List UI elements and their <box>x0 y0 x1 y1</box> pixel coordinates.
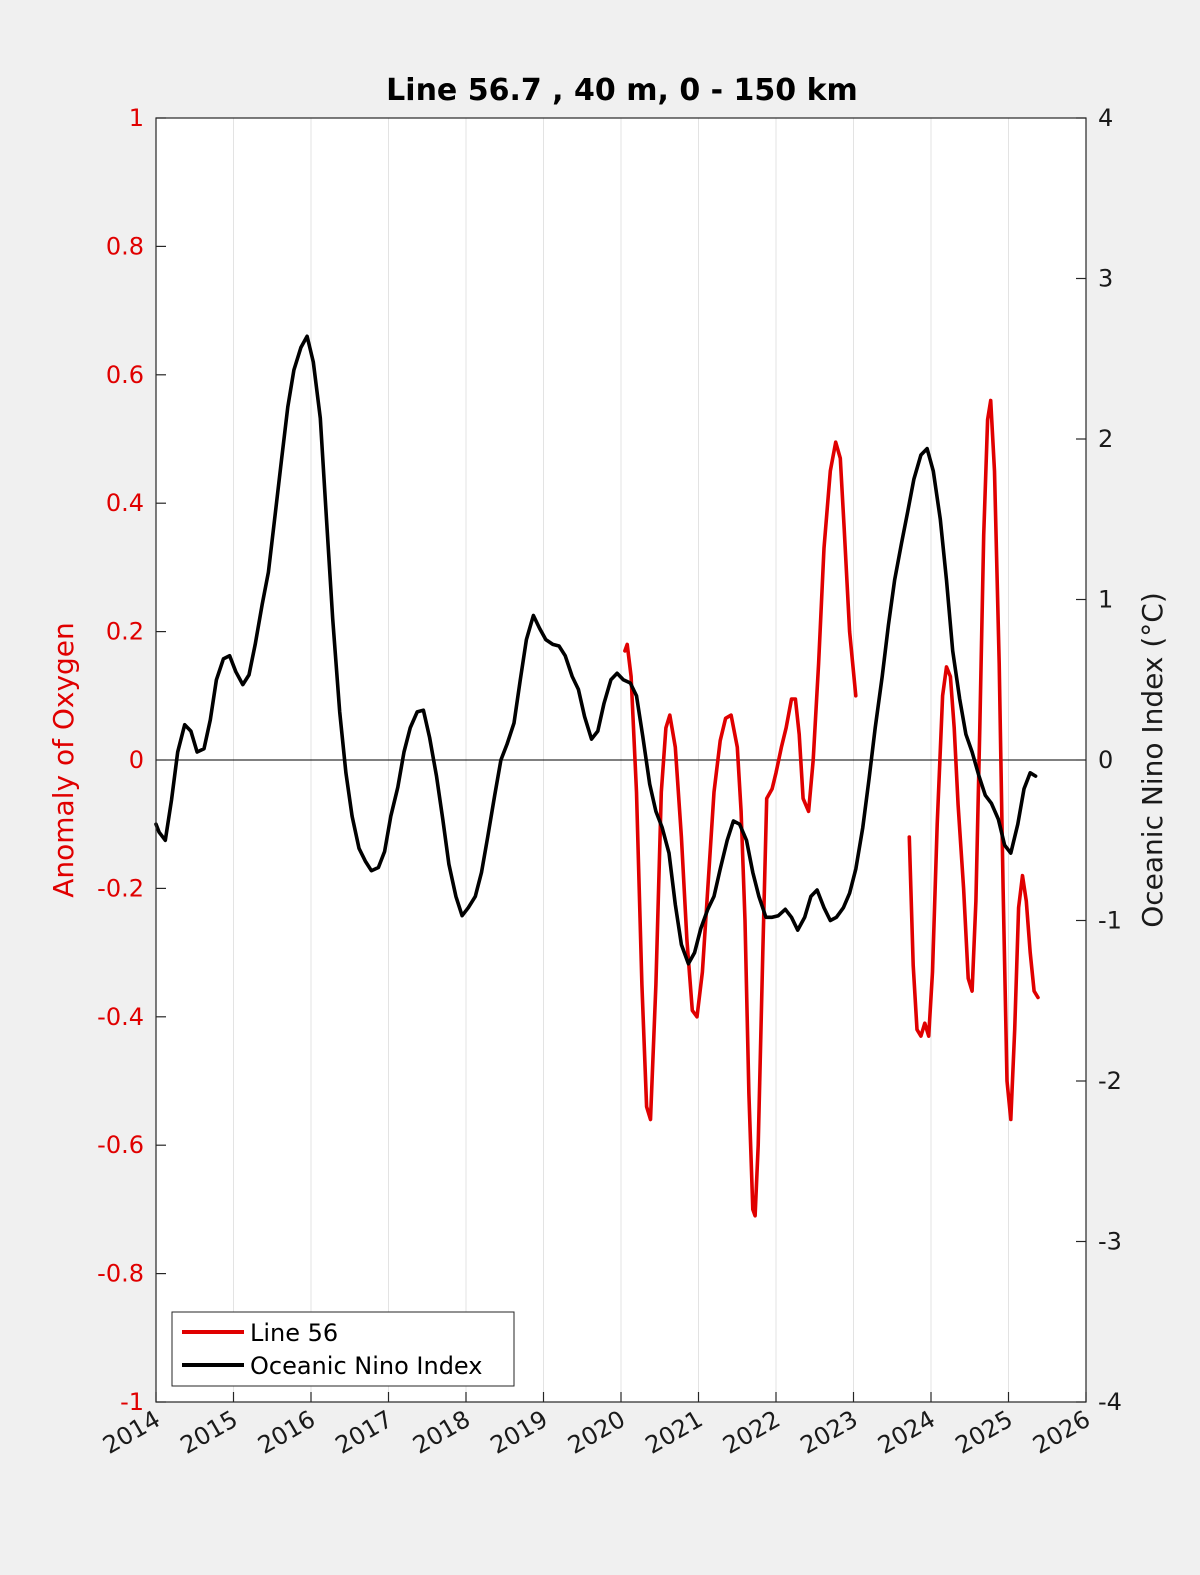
x-tick-label-2019: 2019 <box>486 1405 553 1460</box>
y-right-tick-label-4: 0 <box>1098 746 1113 774</box>
y-axis-left-label: Anomaly of Oxygen <box>47 622 80 898</box>
series-line-56-line-1 <box>907 398 1040 1122</box>
y-left-tick-label-2: 0.6 <box>106 361 144 389</box>
y-right-tick-label-7: -3 <box>1098 1228 1122 1256</box>
legend-label-oni: Oceanic Nino Index <box>250 1352 482 1380</box>
x-tick-label-2022: 2022 <box>718 1405 785 1460</box>
x-tick-label-2026: 2026 <box>1028 1405 1095 1460</box>
series-layer <box>154 334 1040 1218</box>
y-left-tick-label-10: -1 <box>120 1388 144 1416</box>
y-right-tick-label-2: 2 <box>1098 425 1113 453</box>
y-left-tick-label-5: 0 <box>129 746 144 774</box>
y-left-tick-label-7: -0.4 <box>97 1003 144 1031</box>
y-right-tick-label-1: 3 <box>1098 265 1113 293</box>
x-tick-label-2017: 2017 <box>331 1405 398 1460</box>
x-tick-label-2025: 2025 <box>951 1405 1018 1460</box>
y-left-tick-label-6: -0.2 <box>97 874 144 902</box>
y-axis-right-label: Oceanic Nino Index (°C) <box>1136 592 1169 928</box>
legend-box <box>171 1311 515 1387</box>
y-right-tick-label-3: 1 <box>1098 586 1113 614</box>
y-left-tick-label-9: -0.8 <box>97 1260 144 1288</box>
x-tick-label-2018: 2018 <box>408 1405 475 1460</box>
y-left-tick-label-0: 1 <box>129 104 144 132</box>
x-tick-label-2016: 2016 <box>253 1405 320 1460</box>
y-left-tick-label-8: -0.6 <box>97 1131 144 1159</box>
legend: Line 56 Oceanic Nino Index <box>171 1311 515 1387</box>
x-tick-label-2021: 2021 <box>641 1405 708 1460</box>
series-line-56-line-0 <box>623 440 858 1218</box>
y-right-tick-label-0: 4 <box>1098 104 1113 132</box>
x-tick-label-2024: 2024 <box>873 1405 940 1460</box>
x-tick-label-2020: 2020 <box>563 1405 630 1460</box>
y-left-tick-label-4: 0.2 <box>106 618 144 646</box>
y-left-tick-label-1: 0.8 <box>106 232 144 260</box>
y-left-tick-label-3: 0.4 <box>106 489 144 517</box>
x-tick-label-2015: 2015 <box>176 1405 243 1460</box>
axis-ticks <box>155 117 1087 1403</box>
y-right-tick-label-8: -4 <box>1098 1388 1122 1416</box>
y-right-tick-label-5: -1 <box>1098 907 1122 935</box>
legend-label-line-56: Line 56 <box>250 1319 338 1347</box>
y-right-tick-label-6: -2 <box>1098 1067 1122 1095</box>
chart-title: Line 56.7 , 40 m, 0 - 150 km <box>386 73 858 108</box>
series-oceanic-nino-index-line-0 <box>154 334 1038 966</box>
x-tick-label-2023: 2023 <box>796 1405 863 1460</box>
